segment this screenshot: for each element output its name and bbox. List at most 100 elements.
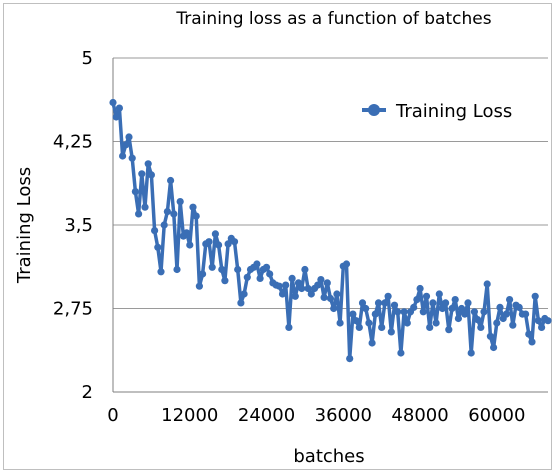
data-point [224, 240, 232, 248]
data-point [400, 308, 408, 316]
data-point [371, 310, 379, 318]
data-point [186, 241, 194, 249]
data-point [486, 332, 494, 340]
data-point [397, 349, 405, 357]
data-point [419, 308, 427, 316]
data-point [294, 279, 303, 287]
data-point [525, 330, 533, 338]
data-point [317, 276, 325, 284]
data-point [109, 98, 117, 107]
data-point [112, 113, 120, 121]
x-tick-label: 0 [107, 405, 118, 426]
data-point [199, 270, 207, 278]
data-point [490, 343, 498, 352]
legend-marker [368, 104, 380, 116]
data-point [442, 299, 450, 307]
x-tick-label: 24000 [238, 405, 295, 426]
data-point [528, 338, 536, 346]
data-point [438, 304, 446, 313]
data-point [448, 304, 456, 313]
data-point [467, 349, 475, 357]
data-point [470, 308, 478, 316]
x-axis-label: batches [293, 446, 364, 467]
legend-label-training-loss: Training Loss [395, 101, 512, 122]
data-point [307, 290, 315, 298]
data-point [243, 273, 251, 281]
data-point [192, 212, 200, 220]
data-point [183, 229, 191, 237]
data-point [474, 316, 482, 324]
data-point [282, 281, 290, 289]
data-point [195, 282, 203, 290]
data-point [278, 290, 287, 298]
data-point [410, 303, 418, 311]
data-point [384, 292, 392, 300]
data-point [538, 323, 546, 331]
data-point [432, 319, 440, 327]
data-point [362, 304, 370, 313]
data-point [544, 317, 552, 325]
data-point [378, 323, 386, 331]
data-point [374, 299, 383, 307]
data-point [336, 319, 344, 327]
data-point [330, 304, 338, 313]
y-tick-label: 2 [82, 382, 93, 403]
data-point [522, 310, 530, 318]
data-point [426, 323, 434, 331]
data-point [531, 292, 539, 300]
data-point [285, 323, 293, 331]
x-tick-label: 12000 [161, 405, 218, 426]
legend: Training Loss [362, 101, 512, 122]
data-point [365, 319, 373, 327]
data-point [483, 280, 491, 288]
data-point [333, 290, 341, 298]
data-point [314, 281, 322, 289]
data-point [349, 310, 357, 318]
data-point [291, 292, 299, 300]
data-point [416, 284, 424, 293]
data-point [534, 317, 543, 325]
data-point [346, 355, 354, 363]
y-tick-label: 2,75 [53, 299, 93, 320]
data-point [288, 274, 296, 282]
data-point [496, 303, 504, 311]
data-point [154, 243, 162, 251]
data-point [480, 308, 488, 316]
data-point [355, 323, 363, 331]
x-tick-label: 60000 [468, 405, 525, 426]
data-point [435, 290, 443, 298]
data-point [253, 260, 261, 268]
data-point [115, 104, 123, 112]
data-point [394, 308, 402, 316]
data-point [256, 274, 264, 282]
data-point [275, 282, 283, 290]
data-point [240, 290, 248, 298]
data-point [454, 314, 462, 323]
data-point [131, 188, 139, 196]
data-point [358, 299, 367, 307]
data-point [176, 198, 184, 206]
data-point [189, 203, 197, 211]
data-point [128, 154, 136, 162]
y-tick-label: 3,5 [64, 215, 93, 236]
data-point [403, 319, 411, 327]
data-point [215, 241, 223, 249]
data-point [506, 296, 514, 304]
data-point [422, 292, 431, 300]
data-point [320, 293, 328, 301]
data-point [451, 296, 459, 304]
data-point [163, 208, 171, 216]
data-point [211, 230, 219, 238]
data-point [413, 296, 421, 304]
data-point [464, 299, 472, 307]
data-point [160, 221, 168, 229]
data-point [326, 294, 335, 303]
data-point [502, 310, 510, 318]
data-point [342, 260, 351, 268]
data-point [298, 284, 306, 293]
data-point [458, 304, 466, 313]
data-point [262, 263, 271, 271]
data-point [218, 265, 226, 274]
series-line [111, 102, 549, 361]
y-tick-label: 5 [82, 48, 93, 69]
